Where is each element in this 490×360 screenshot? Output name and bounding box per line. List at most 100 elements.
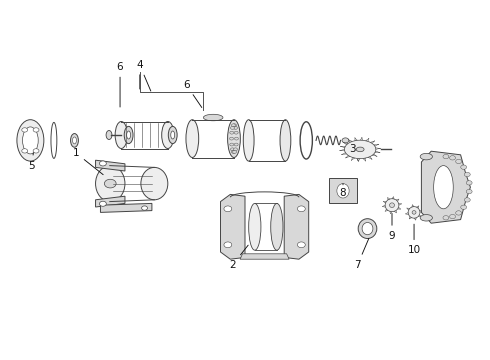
Polygon shape: [96, 196, 125, 207]
Polygon shape: [412, 204, 414, 207]
Circle shape: [461, 205, 466, 210]
Polygon shape: [405, 212, 409, 215]
Ellipse shape: [141, 167, 168, 200]
Ellipse shape: [124, 126, 133, 144]
Polygon shape: [366, 138, 369, 141]
Circle shape: [465, 198, 470, 202]
Polygon shape: [284, 194, 309, 259]
Circle shape: [465, 172, 470, 177]
Circle shape: [456, 159, 462, 163]
Polygon shape: [374, 144, 379, 146]
Ellipse shape: [271, 203, 283, 250]
Polygon shape: [418, 215, 421, 217]
Ellipse shape: [412, 211, 416, 214]
Ellipse shape: [17, 120, 44, 161]
Polygon shape: [96, 160, 125, 171]
Circle shape: [99, 161, 106, 166]
Circle shape: [466, 189, 472, 194]
Circle shape: [142, 206, 147, 210]
Polygon shape: [355, 138, 357, 141]
Polygon shape: [240, 254, 289, 259]
Ellipse shape: [171, 131, 175, 139]
Circle shape: [233, 150, 237, 153]
Ellipse shape: [390, 203, 394, 207]
Circle shape: [230, 143, 234, 146]
Text: 5: 5: [28, 153, 35, 171]
Polygon shape: [368, 157, 372, 159]
Ellipse shape: [420, 153, 433, 160]
Ellipse shape: [186, 120, 199, 158]
Ellipse shape: [420, 215, 433, 221]
Polygon shape: [392, 197, 394, 199]
Polygon shape: [416, 206, 419, 208]
Ellipse shape: [358, 219, 377, 239]
Polygon shape: [382, 205, 386, 207]
Ellipse shape: [127, 131, 130, 139]
Text: 6: 6: [183, 80, 202, 108]
Circle shape: [33, 128, 39, 132]
Circle shape: [297, 242, 305, 248]
Circle shape: [297, 206, 305, 212]
Circle shape: [466, 181, 472, 185]
Ellipse shape: [203, 114, 223, 121]
Circle shape: [443, 216, 449, 220]
Polygon shape: [343, 142, 348, 145]
Ellipse shape: [337, 184, 349, 198]
Polygon shape: [394, 211, 396, 213]
Polygon shape: [351, 157, 355, 161]
Ellipse shape: [23, 127, 38, 154]
Text: 1: 1: [73, 148, 103, 175]
Ellipse shape: [280, 120, 291, 161]
Circle shape: [229, 137, 233, 140]
Polygon shape: [220, 194, 245, 259]
Polygon shape: [396, 199, 399, 201]
Text: 4: 4: [136, 60, 151, 91]
Polygon shape: [348, 139, 352, 142]
Ellipse shape: [71, 134, 78, 147]
Polygon shape: [383, 201, 387, 203]
Ellipse shape: [244, 120, 254, 161]
Circle shape: [233, 124, 237, 127]
Ellipse shape: [362, 222, 373, 235]
Circle shape: [450, 156, 456, 160]
Ellipse shape: [385, 199, 399, 212]
Polygon shape: [340, 149, 344, 151]
Circle shape: [230, 131, 234, 134]
Circle shape: [234, 148, 238, 151]
Text: 10: 10: [408, 224, 420, 255]
Text: 6: 6: [117, 62, 123, 107]
Ellipse shape: [169, 126, 177, 144]
Ellipse shape: [106, 131, 112, 140]
Circle shape: [99, 201, 106, 206]
Text: 3: 3: [349, 144, 358, 160]
Circle shape: [231, 150, 235, 153]
Circle shape: [450, 215, 456, 219]
Polygon shape: [340, 146, 345, 148]
Polygon shape: [100, 203, 152, 212]
Polygon shape: [421, 151, 470, 223]
Circle shape: [231, 124, 235, 127]
Polygon shape: [357, 158, 360, 162]
Polygon shape: [390, 211, 392, 214]
Polygon shape: [407, 208, 410, 210]
Circle shape: [461, 165, 466, 169]
Polygon shape: [360, 137, 363, 140]
Circle shape: [33, 149, 39, 153]
Ellipse shape: [162, 122, 174, 149]
Polygon shape: [397, 207, 401, 209]
Ellipse shape: [249, 203, 261, 250]
Polygon shape: [414, 218, 416, 220]
Circle shape: [342, 138, 349, 143]
Polygon shape: [329, 178, 357, 203]
Circle shape: [22, 149, 27, 153]
Ellipse shape: [408, 207, 420, 218]
Ellipse shape: [227, 120, 240, 158]
Polygon shape: [409, 216, 412, 219]
Polygon shape: [398, 203, 402, 205]
Text: 2: 2: [229, 245, 248, 270]
Circle shape: [234, 126, 238, 129]
Text: 7: 7: [354, 238, 369, 270]
Circle shape: [234, 143, 238, 146]
Circle shape: [224, 206, 232, 212]
Ellipse shape: [115, 122, 127, 149]
